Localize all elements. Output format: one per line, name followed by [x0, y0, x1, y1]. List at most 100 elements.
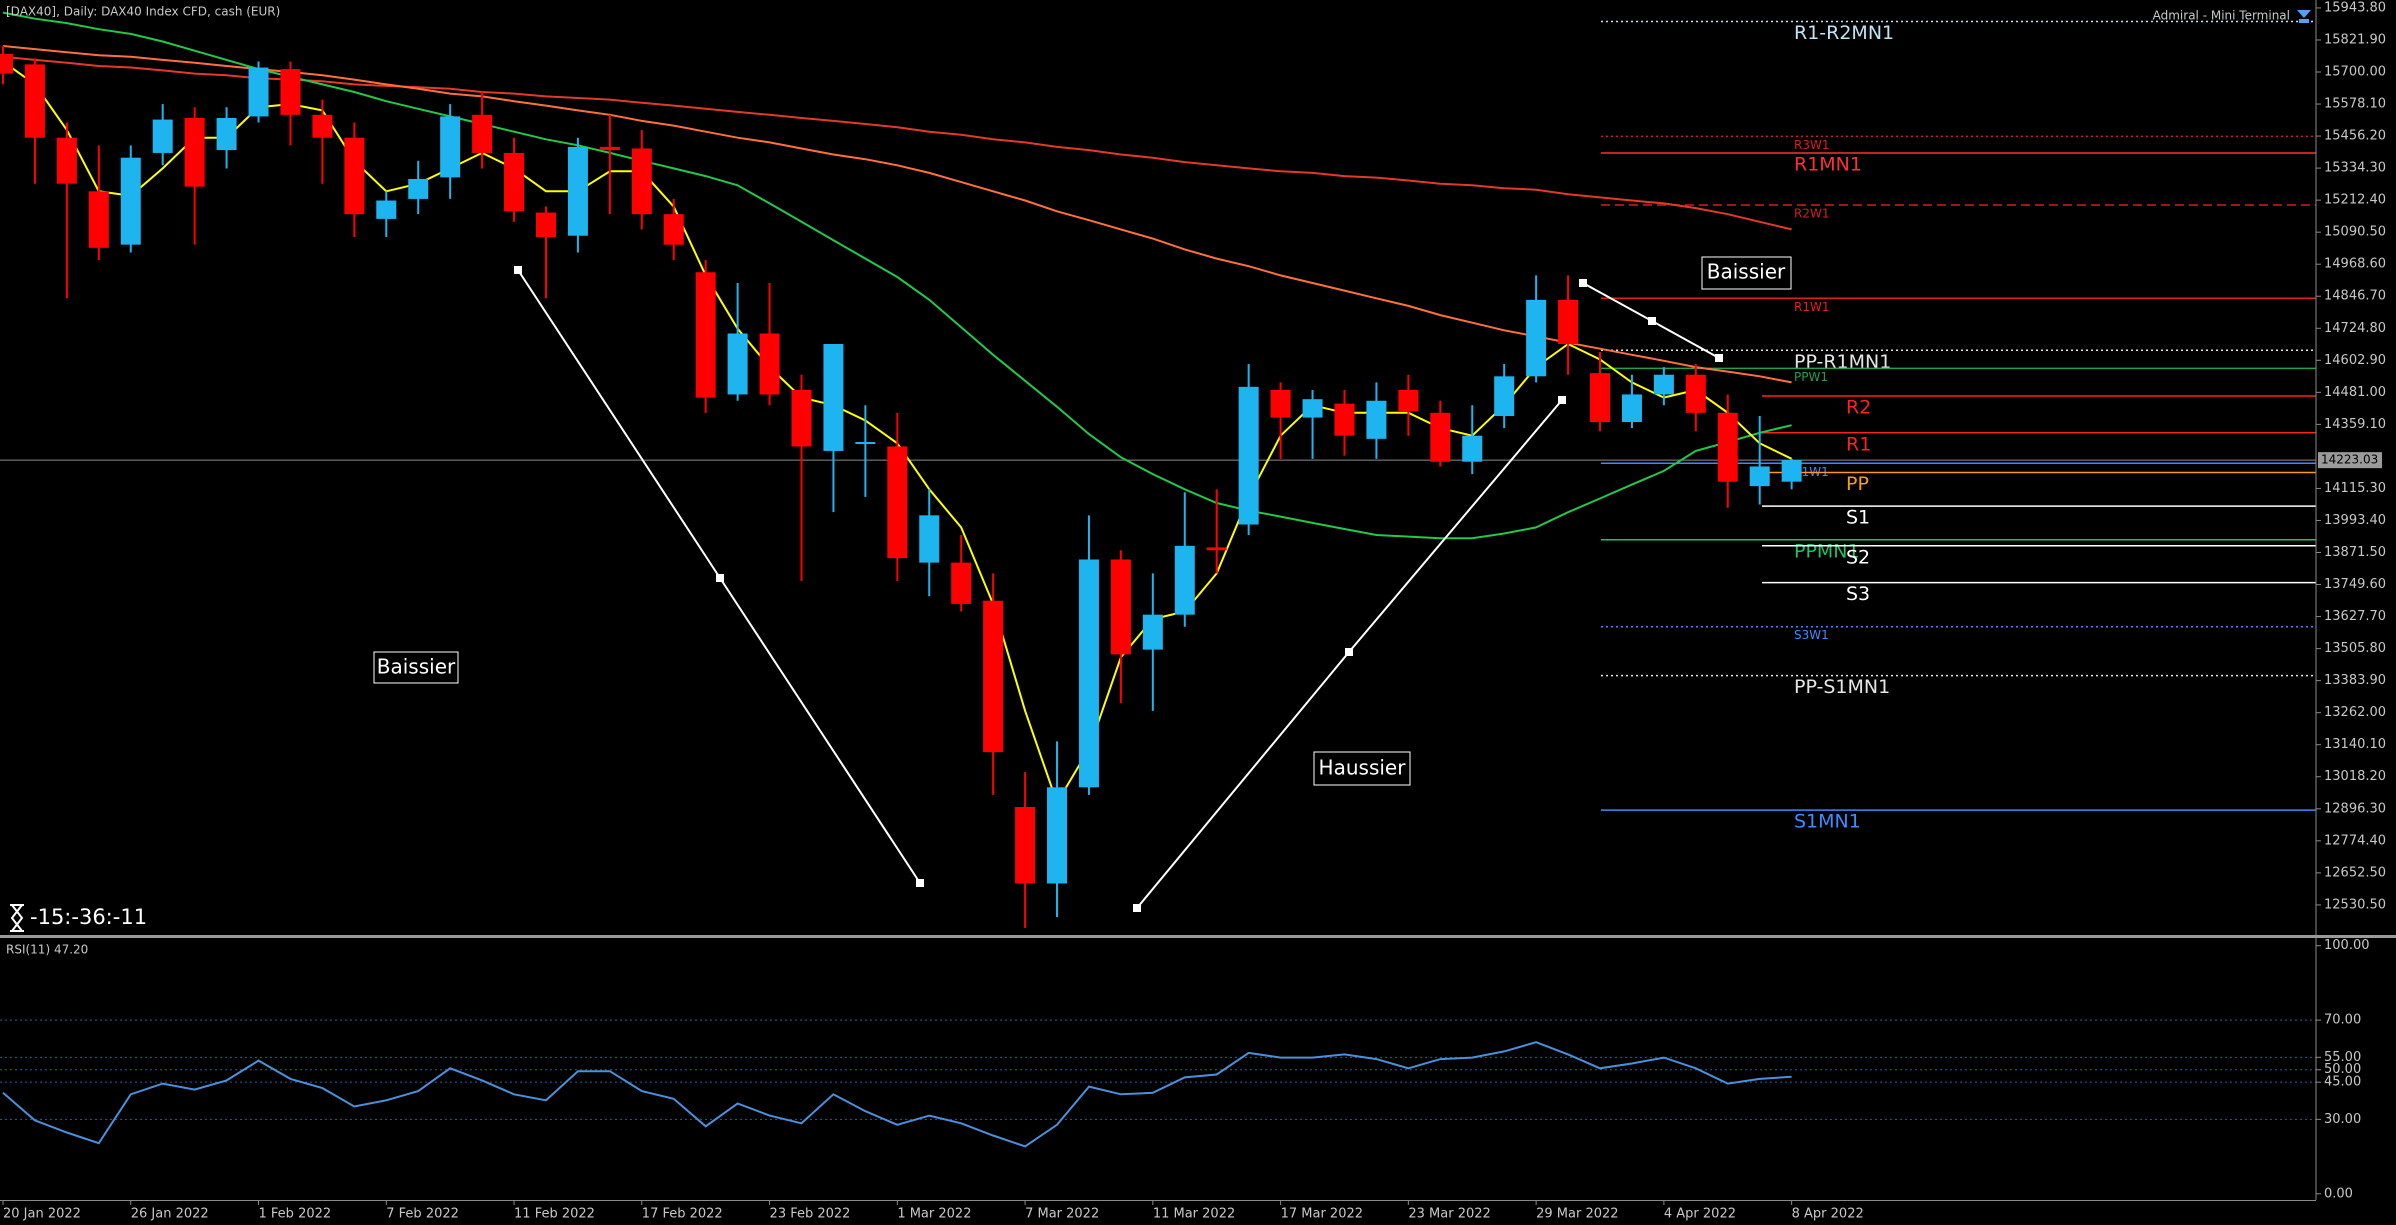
candle-body [1047, 787, 1068, 884]
candle-body [599, 146, 620, 151]
x-tick-label: 8 Apr 2022 [1792, 1207, 1864, 1222]
x-tick-label: 17 Feb 2022 [642, 1207, 723, 1222]
candle-body [663, 214, 684, 245]
candle-body [1526, 299, 1547, 377]
panel-icon [2297, 10, 2311, 23]
y-tick-label: 30.00 [2324, 1112, 2361, 1127]
candle-body [1206, 547, 1227, 551]
rsi-title: RSI(11) 47.20 [6, 943, 88, 957]
candle-body [919, 515, 940, 563]
y-tick-label: 55.00 [2324, 1050, 2361, 1065]
annotations: Baissier Baissier Haussier [373, 256, 1792, 786]
pivot-label: R1-R2MN1 [1794, 22, 1894, 44]
panel-title: Admiral - Mini Terminal [2153, 9, 2290, 23]
y-tick-label: 13018.20 [2324, 769, 2386, 784]
y-tick-label: 13993.40 [2324, 513, 2386, 528]
candle-body [88, 191, 109, 248]
x-tick-label: 7 Feb 2022 [386, 1207, 459, 1222]
x-tick-label: 11 Mar 2022 [1153, 1207, 1235, 1222]
y-tick-label: 14968.60 [2324, 257, 2386, 272]
y-tick-label: 15821.90 [2324, 32, 2386, 47]
y-tick-label: 14846.70 [2324, 289, 2386, 304]
y-tick-label: 14602.90 [2324, 353, 2386, 368]
candle-body [344, 137, 365, 215]
current-price-box [2318, 452, 2382, 469]
candle-body [1494, 376, 1515, 416]
candle-body [1398, 389, 1419, 412]
x-tick-label: 17 Mar 2022 [1281, 1207, 1363, 1222]
y-tick-label: 14724.80 [2324, 321, 2386, 336]
candle-body [567, 146, 588, 236]
annotation: Haussier [1319, 756, 1407, 780]
x-tick-label: 26 Jan 2022 [131, 1207, 209, 1222]
pivot-label: R1MN1 [1794, 153, 1862, 175]
candle-body [1110, 559, 1131, 655]
y-tick-label: 100.00 [2324, 938, 2370, 953]
moving-average [2, 11, 1792, 540]
candle-body [1653, 374, 1674, 395]
y-tick-label: 12774.40 [2324, 833, 2386, 848]
candle-body [1142, 614, 1163, 650]
countdown: -15:-36:-11 [30, 905, 147, 929]
candle-body [56, 137, 77, 184]
y-tick-label: 12896.30 [2324, 801, 2386, 816]
handle [1133, 904, 1141, 912]
candle-body [152, 119, 173, 153]
x-tick-label: 1 Feb 2022 [259, 1207, 332, 1222]
candle-body [24, 64, 45, 138]
handle [1345, 648, 1353, 656]
y-tick-label: 15334.30 [2324, 161, 2386, 176]
annotation-box [1701, 256, 1792, 290]
candle-body [408, 178, 429, 199]
pivot-label: R2W1 [1794, 206, 1829, 220]
candle-body [1334, 403, 1355, 436]
y-tick-label: 0.00 [2324, 1186, 2353, 1201]
y-tick-label: 45.00 [2324, 1075, 2361, 1090]
candle-body [1685, 374, 1706, 413]
candle-body [120, 157, 141, 245]
handle [1648, 317, 1656, 325]
candle-body [1238, 386, 1259, 525]
annotation: Baissier [1707, 260, 1786, 284]
y-tick-label: 14359.10 [2324, 417, 2386, 432]
y-tick-label: 13627.70 [2324, 609, 2386, 624]
candle-body [855, 442, 876, 445]
candle-body [184, 117, 205, 187]
pivot-label: S1 [1846, 507, 1870, 529]
candle-body [1015, 807, 1036, 884]
pivot-label: PPW1 [1794, 370, 1828, 384]
x-tick-label: 23 Feb 2022 [770, 1207, 851, 1222]
x-tick-label: 4 Apr 2022 [1664, 1207, 1736, 1222]
candle-body [727, 333, 748, 395]
y-tick-label: 15456.20 [2324, 129, 2386, 144]
candle-body [1590, 373, 1610, 423]
pivot-label: PP-R1MN1 [1794, 351, 1891, 373]
pivot-label: PP-S1MN1 [1794, 676, 1890, 698]
y-tick-label: 13383.90 [2324, 673, 2386, 688]
annotation: Baissier [377, 655, 456, 679]
pivot-label: S3 [1846, 583, 1870, 605]
candle-body [791, 389, 812, 447]
candle-body [504, 152, 525, 212]
handle [1579, 279, 1587, 287]
candle-body [1717, 412, 1738, 482]
candle-body [1302, 399, 1323, 418]
candle-body [1621, 394, 1642, 423]
handle [1558, 396, 1566, 404]
y-tick-label: 15212.40 [2324, 193, 2386, 208]
candle-body [1462, 435, 1483, 462]
pivot-label: R1W1 [1794, 300, 1829, 314]
candle-body [376, 200, 397, 219]
handle [916, 879, 924, 887]
candle-body [759, 333, 780, 395]
rsi-line [2, 1041, 1792, 1148]
candle-body [1558, 299, 1579, 344]
candle-body [1749, 466, 1770, 487]
x-tick-label: 11 Feb 2022 [514, 1207, 595, 1222]
candle-body [472, 114, 493, 153]
y-tick-label: 13505.80 [2324, 641, 2386, 656]
pivot-label: R3W1 [1794, 138, 1829, 152]
candle-body [1270, 389, 1291, 418]
